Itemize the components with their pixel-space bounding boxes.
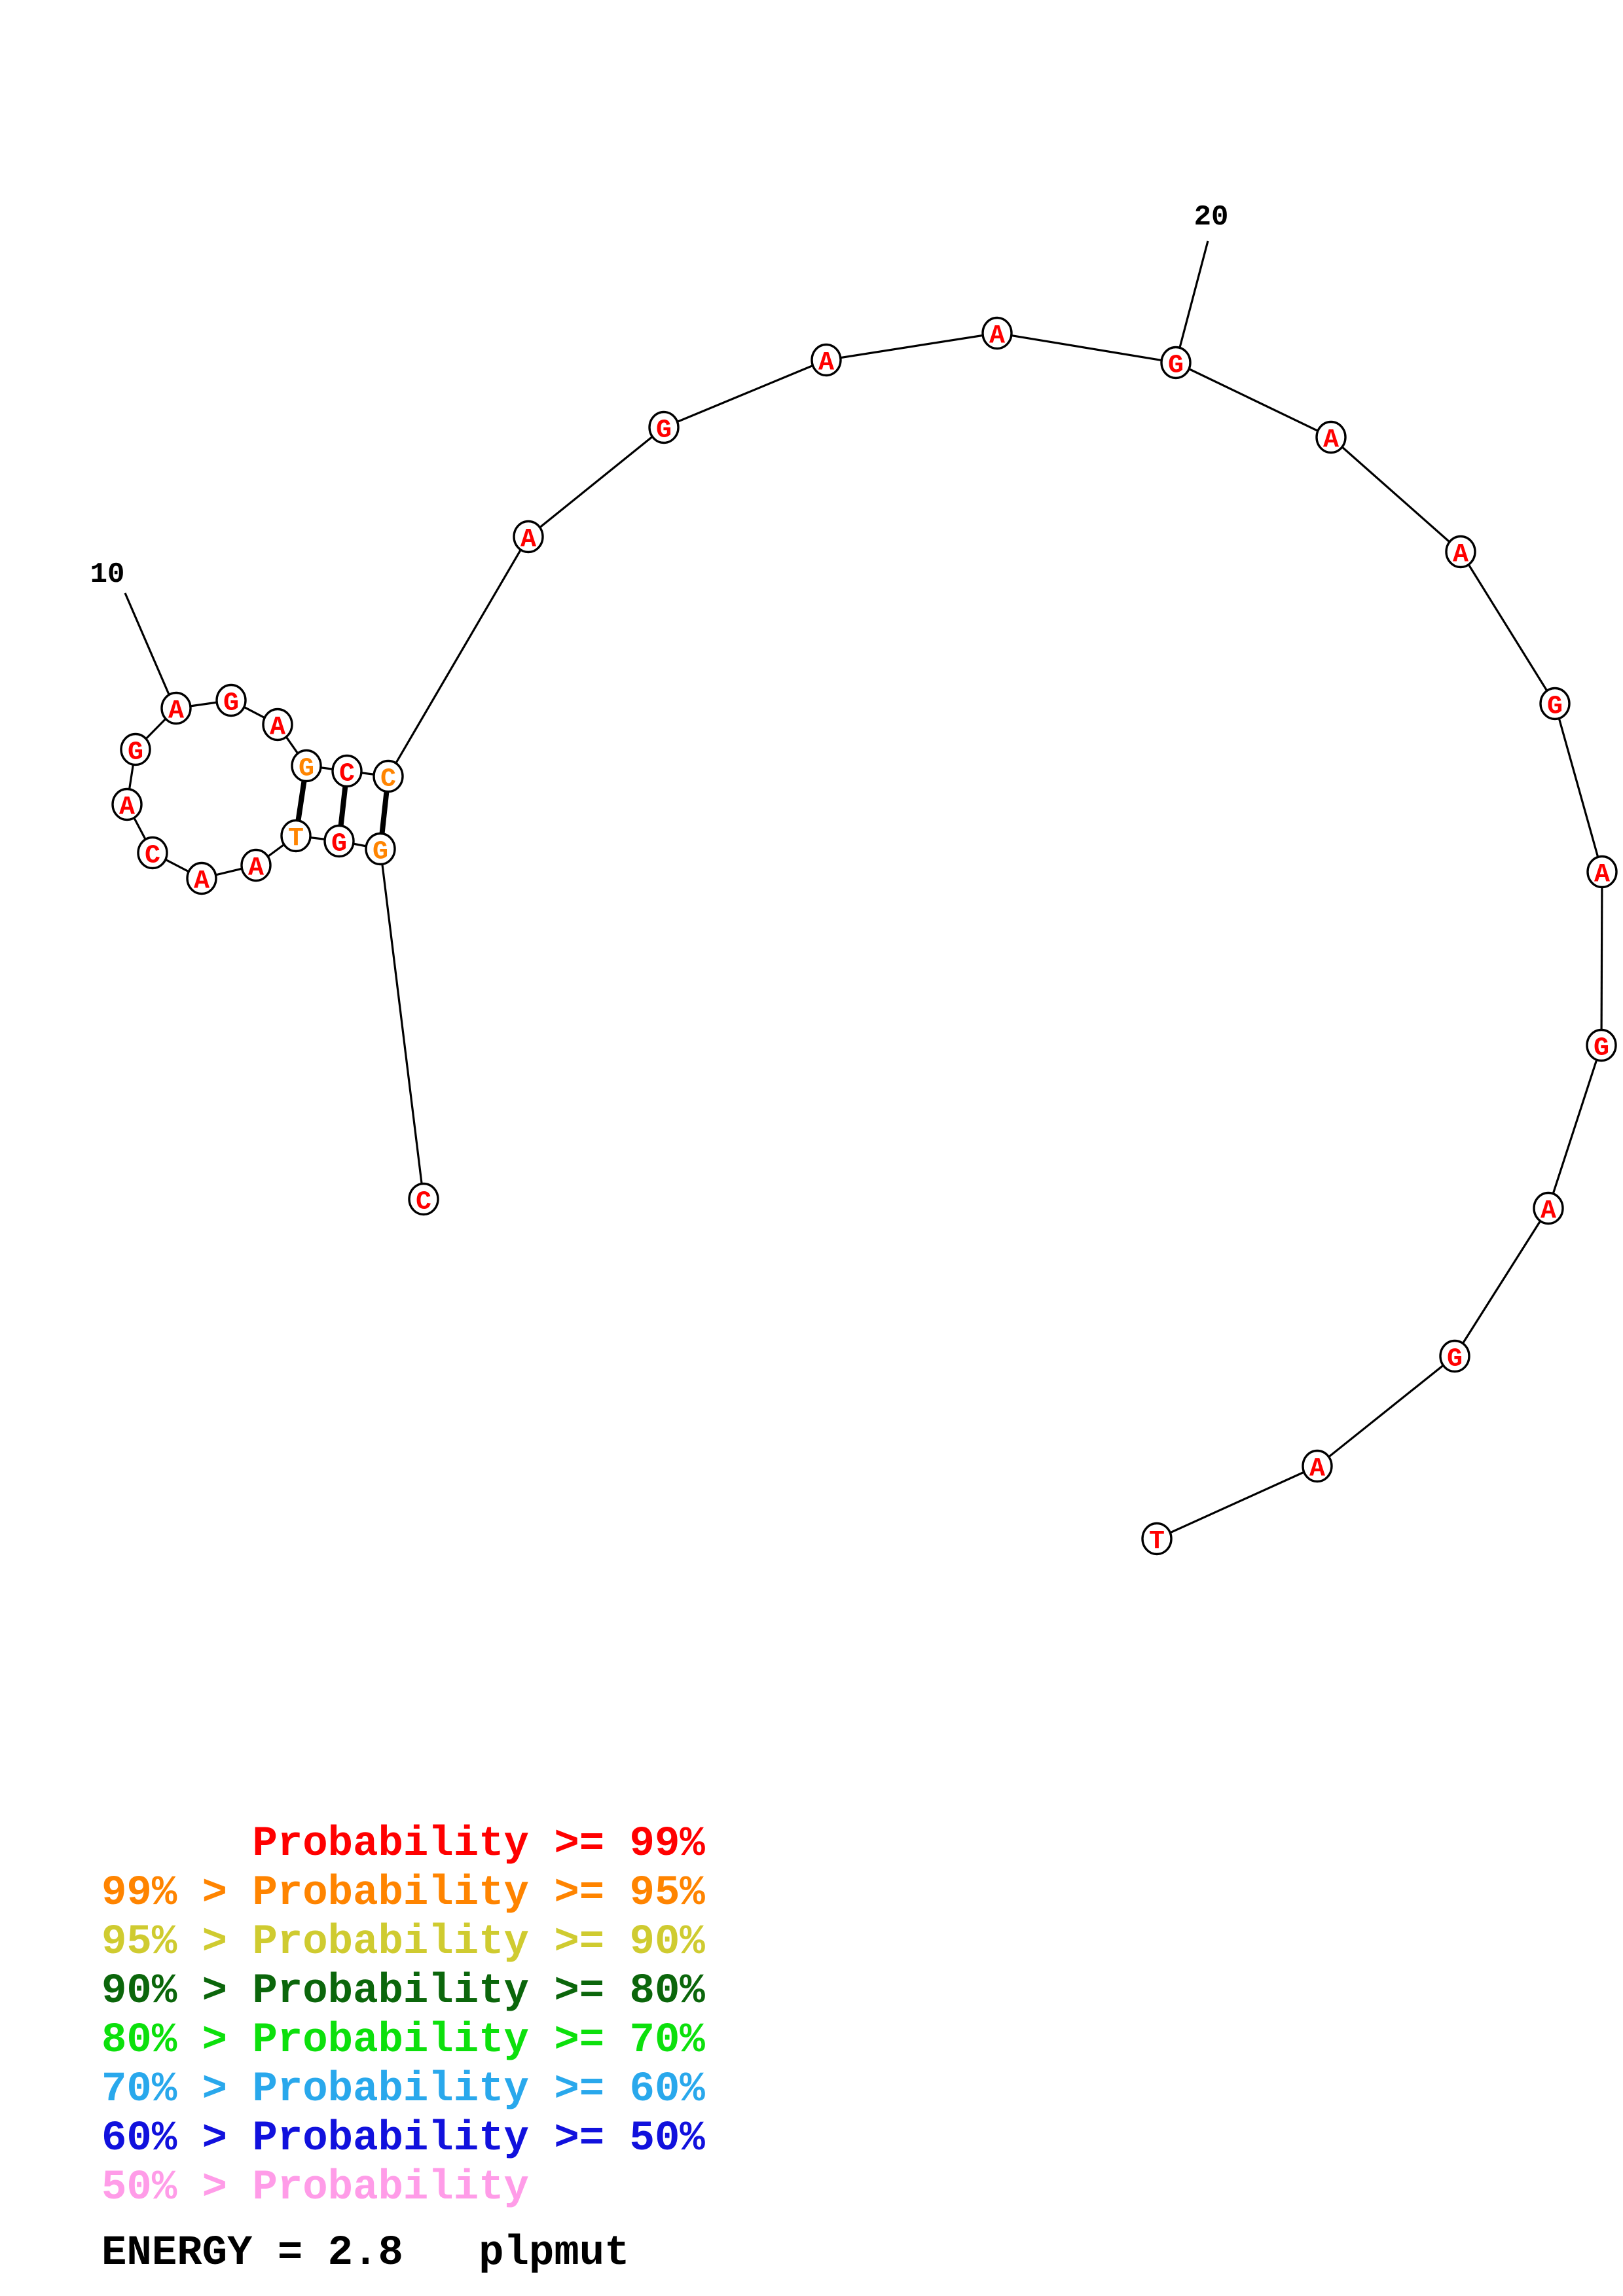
energy-label: ENERGY = 2.8 plpmut	[101, 2230, 630, 2277]
backbone-edge-26-27	[1453, 1208, 1550, 1357]
nucleotide-circle-8	[111, 787, 143, 821]
legend-row-p70: 80% > Probability >= 70%	[101, 2017, 705, 2064]
nucleotide-circle-2	[365, 832, 396, 866]
legend-row-p90: 95% > Probability >= 90%	[101, 1919, 705, 1966]
nucleotide-circle-3	[323, 824, 355, 858]
nucleotide-letter-4: T	[288, 824, 304, 853]
nucleotide-circle-9	[120, 732, 151, 766]
backbone-edge-25-26	[1547, 1045, 1603, 1209]
nucleotide-letter-2: G	[373, 837, 388, 867]
nucleotide-circle-11	[215, 683, 247, 717]
backbone-edge-27-28	[1317, 1355, 1455, 1467]
nucleotide-circle-21	[1315, 420, 1347, 454]
nucleotide-letter-19: A	[989, 321, 1005, 351]
backbone-edge-24-25	[1600, 871, 1603, 1046]
nucleotide-circle-1	[408, 1182, 439, 1216]
nucleotide-letter-23: G	[1547, 692, 1563, 721]
backbone-edge-22-23	[1459, 551, 1556, 704]
nucleotide-circle-13	[291, 749, 322, 783]
nucleotide-letter-13: G	[299, 754, 314, 783]
legend-row-p50: 60% > Probability >= 50%	[101, 2115, 705, 2162]
nucleotide-circle-6	[186, 861, 217, 895]
nucleotide-circle-25	[1586, 1028, 1617, 1062]
nucleotide-circle-18	[811, 343, 842, 377]
legend-row-p80: 90% > Probability >= 80%	[101, 1968, 705, 2015]
nucleotide-circle-29	[1141, 1522, 1173, 1556]
nucleotide-letter-24: A	[1594, 860, 1610, 889]
position-label-10: 10	[90, 558, 125, 591]
nucleotide-circle-19	[981, 316, 1013, 350]
backbone-edge-18-19	[826, 332, 998, 361]
nucleotide-circle-7	[137, 836, 168, 870]
backbone-edge-19-20	[996, 332, 1176, 364]
backbone-edge-16-17	[527, 426, 665, 538]
nucleotide-letter-18: A	[818, 348, 834, 378]
nucleotide-letter-9: G	[128, 738, 143, 767]
nucleotide-letter-14: C	[339, 759, 355, 789]
backbone-edge-1-2	[379, 848, 425, 1200]
position-label-line-10	[124, 592, 170, 695]
nucleotide-letter-12: A	[270, 713, 285, 742]
nucleotide-letter-29: T	[1149, 1527, 1165, 1556]
legend-row-below50: 50% > Probability	[101, 2164, 529, 2212]
nucleotide-letter-20: G	[1168, 351, 1184, 380]
nucleotide-circle-4	[280, 819, 312, 853]
nucleotide-circle-20	[1160, 346, 1192, 380]
position-label-20: 20	[1194, 201, 1229, 234]
backbone-edge-21-22	[1330, 436, 1462, 553]
nucleotide-letter-27: G	[1447, 1344, 1463, 1374]
nucleotide-circle-24	[1586, 855, 1618, 889]
nucleotide-letter-17: G	[656, 416, 672, 445]
nucleotide-letter-11: G	[223, 689, 239, 718]
nucleotide-letter-26: A	[1541, 1196, 1556, 1226]
position-label-line-20	[1178, 240, 1209, 348]
backbone-edge-23-24	[1554, 703, 1603, 872]
nucleotide-letter-28: A	[1309, 1454, 1325, 1484]
nucleotide-letter-22: A	[1453, 540, 1468, 569]
nucleotide-letter-5: A	[248, 853, 264, 883]
nucleotide-letter-15: C	[380, 764, 396, 794]
nucleotide-circle-28	[1302, 1449, 1333, 1483]
legend-row-p95: 99% > Probability >= 95%	[101, 1870, 705, 1917]
nucleotide-circle-5	[240, 848, 272, 882]
legend-row-p60: 70% > Probability >= 60%	[101, 2066, 705, 2113]
nucleotide-letter-7: C	[145, 841, 160, 870]
nucleotide-circle-16	[513, 520, 544, 554]
nucleotide-letter-21: A	[1323, 425, 1339, 455]
nucleotide-circle-23	[1539, 687, 1571, 721]
legend-row-p99: Probability >= 99%	[252, 1821, 705, 1868]
nucleotide-letter-25: G	[1594, 1033, 1609, 1063]
nucleotide-letter-10: A	[168, 696, 184, 726]
nucleotide-letter-3: G	[331, 829, 347, 859]
backbone-edge-20-21	[1175, 361, 1332, 439]
nucleotide-letter-6: A	[194, 867, 210, 896]
nucleotide-circle-15	[373, 759, 404, 793]
nucleotide-letter-16: A	[520, 525, 536, 554]
nucleotide-circle-17	[648, 410, 680, 444]
backbone-edge-28-29	[1156, 1465, 1318, 1540]
nucleotide-circle-27	[1439, 1339, 1470, 1373]
nucleotide-letter-1: C	[416, 1187, 431, 1217]
probability-legend: Probability >= 99% 99% > Probability >= 9…	[101, 1820, 705, 2213]
nucleotide-circle-12	[262, 708, 293, 742]
nucleotide-letter-8: A	[119, 793, 135, 822]
nucleotide-circle-22	[1445, 535, 1476, 569]
backbone-edge-15-16	[387, 536, 530, 777]
backbone-edge-17-18	[663, 359, 827, 429]
nucleotide-circle-26	[1533, 1191, 1564, 1225]
nucleotide-circle-14	[331, 754, 363, 788]
nucleotide-circle-10	[160, 691, 192, 725]
